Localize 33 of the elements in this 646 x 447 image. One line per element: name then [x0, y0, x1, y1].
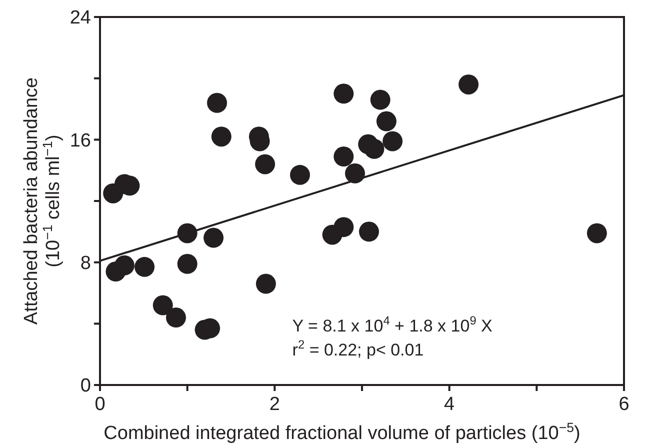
point	[334, 84, 354, 104]
x-tick-label: 6	[618, 394, 630, 415]
point	[334, 217, 354, 238]
y-tick-label: 8	[80, 252, 91, 274]
point	[358, 222, 379, 242]
point	[345, 163, 366, 184]
point	[364, 138, 384, 159]
y-tick-label: 24	[70, 8, 92, 29]
annotation: Y = 8.1 x 10$^{4}$ + 1.8 x 10$^{9}$ X	[292, 313, 492, 336]
point	[290, 164, 310, 185]
x-tick-label: 2	[269, 394, 280, 415]
point	[382, 131, 403, 152]
point	[255, 154, 276, 174]
point	[166, 308, 186, 328]
point	[204, 228, 224, 248]
point	[134, 256, 155, 277]
point	[334, 146, 354, 167]
point	[376, 111, 396, 132]
point	[458, 74, 479, 94]
x-tick-label: 4	[444, 394, 456, 415]
point	[211, 126, 232, 147]
y-tick-label: 16	[70, 130, 91, 152]
annotation: r$^{2}$ = 0.22; p< 0.01	[292, 337, 424, 360]
y-tick-label: 0	[80, 376, 91, 397]
point	[114, 255, 134, 276]
point	[152, 295, 173, 316]
x-tick-label: 0	[94, 394, 106, 415]
point	[177, 254, 198, 274]
point	[207, 92, 228, 113]
point	[370, 90, 390, 110]
point	[256, 274, 276, 294]
point	[586, 223, 607, 244]
x-axis-title: Combined integrated fractional volume of particles (10$^{−5}$)	[104, 420, 580, 444]
